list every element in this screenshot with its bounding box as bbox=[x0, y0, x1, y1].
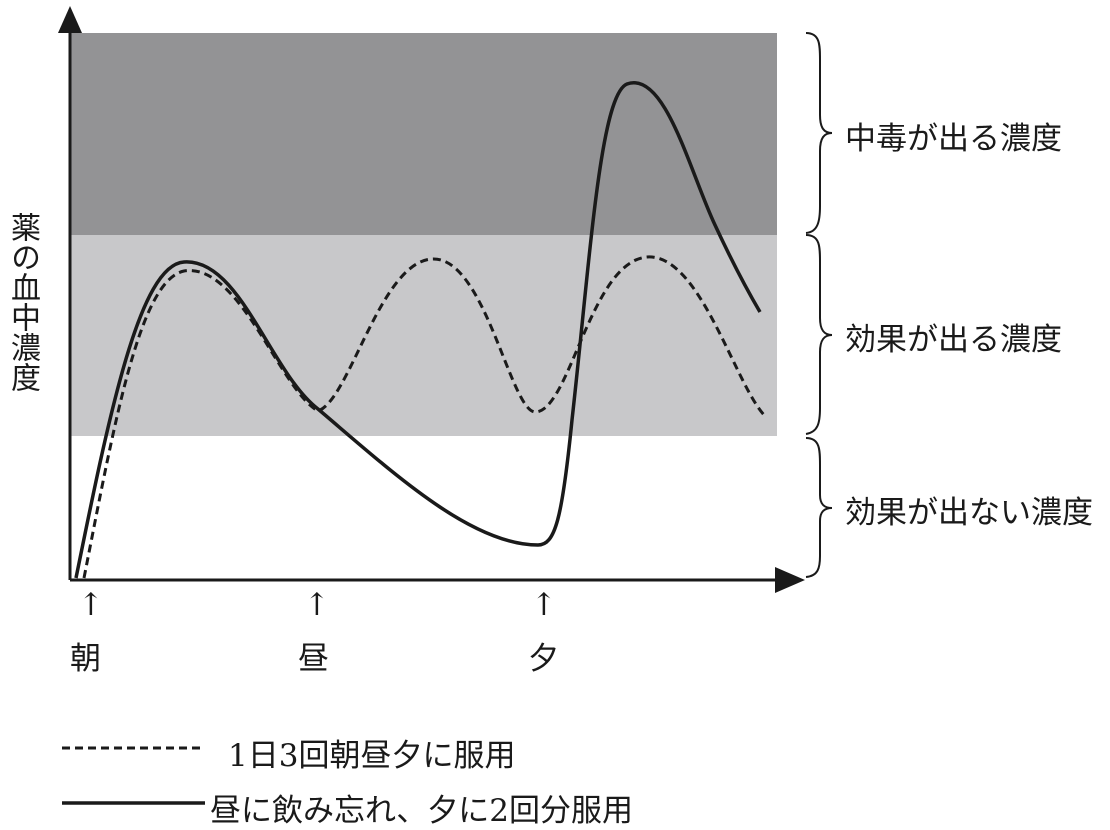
dose-label-morning: 朝 bbox=[70, 641, 101, 677]
effective-zone bbox=[70, 235, 777, 436]
dose-label-noon: 昼 bbox=[298, 641, 329, 677]
brace-toxic bbox=[805, 32, 833, 234]
x-axis-arrowhead bbox=[775, 567, 805, 593]
curve-regular-dosing bbox=[82, 255, 767, 579]
dose-arrow-evening: ↑ bbox=[531, 587, 557, 623]
legend-label-regular: 1日3回朝昼夕に服用 bbox=[228, 738, 516, 774]
ineffective-zone-label: 効果が出ない濃度 bbox=[845, 495, 1093, 531]
dose-arrow-noon: ↑ bbox=[304, 587, 330, 623]
y-axis-arrowhead bbox=[58, 6, 82, 33]
effective-zone-label: 効果が出る濃度 bbox=[845, 322, 1062, 358]
brace-effective bbox=[805, 234, 833, 435]
dose-arrow-morning: ↑ bbox=[78, 587, 104, 623]
curve-missed-dose bbox=[74, 80, 762, 579]
dose-label-evening: 夕 bbox=[528, 641, 559, 677]
legend-label-missed: 昼に飲み忘れ、夕に2回分服用 bbox=[210, 793, 634, 829]
y-axis-label: 薬の血中濃度 bbox=[5, 212, 40, 392]
toxic-zone-label: 中毒が出る濃度 bbox=[845, 121, 1062, 157]
toxic-zone bbox=[70, 33, 777, 235]
brace-ineffective bbox=[805, 437, 833, 578]
